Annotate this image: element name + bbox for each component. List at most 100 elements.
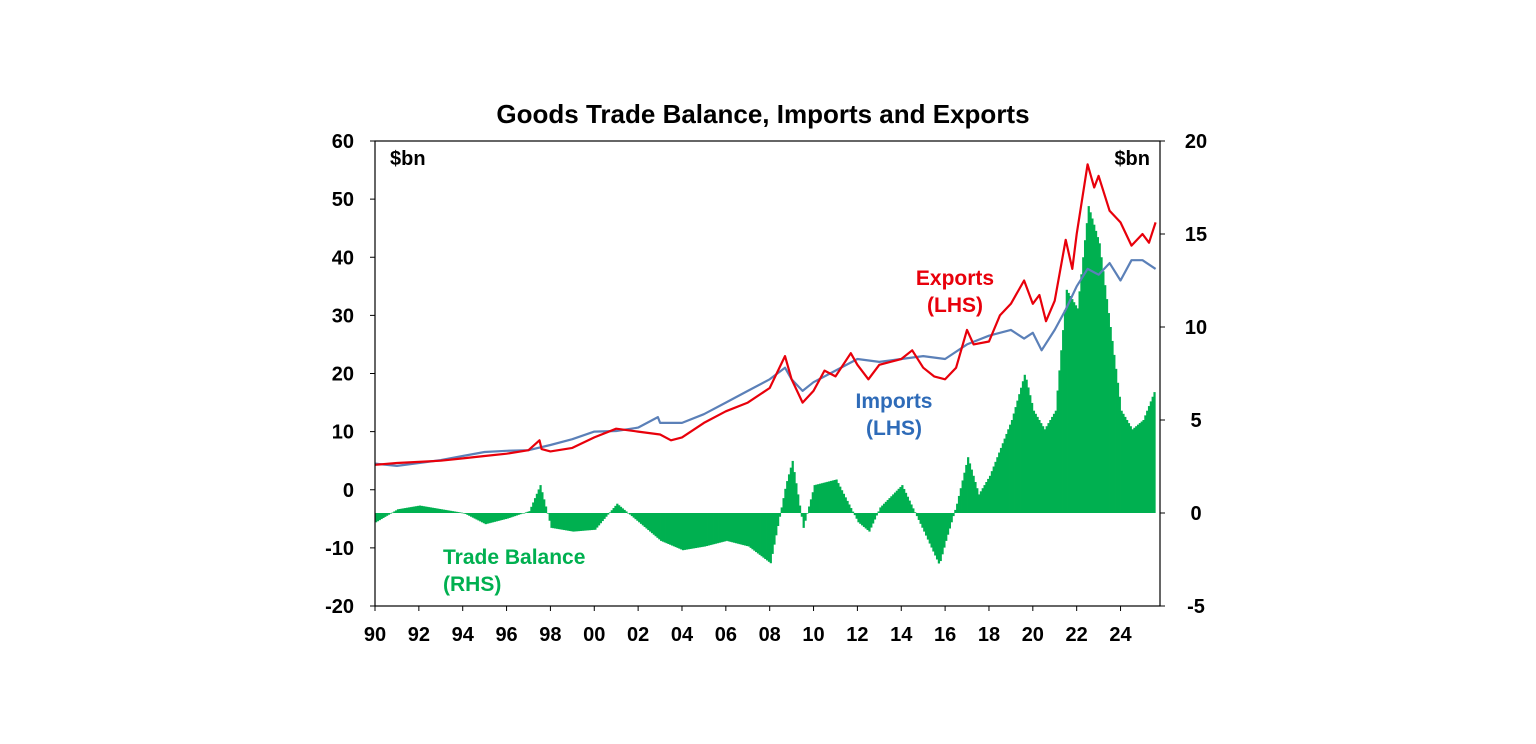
balance-bar xyxy=(623,509,626,513)
balance-bar xyxy=(789,467,793,513)
balance-bar xyxy=(736,513,740,544)
balance-bar xyxy=(601,513,604,522)
balance-bar xyxy=(530,506,533,513)
balance-bar xyxy=(663,513,666,543)
balance-bar xyxy=(1058,370,1061,513)
balance-bar xyxy=(819,483,822,513)
balance-bar xyxy=(747,513,750,547)
x-tick-label: 08 xyxy=(759,624,781,646)
balance-bar xyxy=(636,513,639,521)
balance-bar xyxy=(864,513,867,529)
balance-bar xyxy=(705,513,708,547)
balance-bar xyxy=(833,479,836,513)
balance-bar xyxy=(1076,308,1079,513)
balance-bar xyxy=(378,513,381,521)
balance-bar xyxy=(1051,416,1054,513)
balance-bar xyxy=(928,513,931,544)
balance-bar xyxy=(638,513,641,523)
balance-bar xyxy=(829,480,833,513)
balance-bar xyxy=(877,511,880,513)
balance-bar xyxy=(954,509,957,513)
balance-bar xyxy=(603,513,606,519)
balance-bar xyxy=(777,513,780,527)
balance-bar xyxy=(941,513,944,555)
balance-bar xyxy=(817,484,820,513)
balance-bar xyxy=(654,513,657,537)
balance-bar xyxy=(683,513,687,550)
balance-bar xyxy=(669,513,672,545)
balance-bar xyxy=(671,513,674,546)
balance-bar xyxy=(786,481,789,513)
balance-bar xyxy=(652,513,655,535)
balance-bar xyxy=(1005,433,1008,513)
balance-bar xyxy=(853,513,856,516)
balance-bar xyxy=(477,513,480,521)
balance-bar xyxy=(464,513,467,514)
balance-bar xyxy=(446,510,449,513)
balance-bar xyxy=(417,505,420,513)
balance-bar xyxy=(904,492,908,513)
balance-bar xyxy=(577,513,581,532)
balance-bar xyxy=(1087,206,1090,513)
x-tick-label: 12 xyxy=(846,624,868,646)
balance-bar xyxy=(1149,401,1152,513)
balance-bar xyxy=(943,513,946,548)
balance-bar xyxy=(945,513,948,541)
balance-bar xyxy=(1065,289,1068,513)
balance-bar xyxy=(491,513,495,523)
left-tick-label: 10 xyxy=(332,422,354,444)
balance-bar xyxy=(908,500,911,513)
balance-bar xyxy=(1062,330,1065,513)
balance-bar xyxy=(639,513,643,524)
balance-bar xyxy=(850,508,853,513)
balance-bar xyxy=(680,513,683,550)
balance-bar xyxy=(1094,230,1098,513)
series-lines xyxy=(374,163,1157,467)
balance-bar xyxy=(988,475,992,513)
balance-bar xyxy=(376,513,380,522)
balance-label: Trade Balance xyxy=(443,546,585,569)
balance-bar xyxy=(872,513,875,524)
balance-bar xyxy=(619,506,623,513)
x-tick-label: 16 xyxy=(934,624,956,646)
balance-bar xyxy=(561,513,564,530)
balance-bar xyxy=(972,475,975,513)
balance-bar xyxy=(674,513,677,548)
balance-bar xyxy=(714,513,718,544)
right-tick-label: 20 xyxy=(1185,131,1207,153)
balance-bar xyxy=(576,513,579,532)
balance-bar xyxy=(888,498,891,513)
balance-bar xyxy=(758,513,761,555)
balance-bar xyxy=(935,513,939,560)
balance-bar xyxy=(886,499,889,513)
balance-bar xyxy=(919,513,922,524)
balance-bar xyxy=(643,513,646,527)
balance-bar xyxy=(539,485,542,513)
balance-bar xyxy=(1047,423,1050,513)
trade-balance-bars xyxy=(375,206,1156,564)
balance-bar xyxy=(890,496,893,513)
balance-bar xyxy=(990,471,994,513)
balance-bar xyxy=(994,461,997,513)
balance-bar xyxy=(1018,394,1021,513)
balance-bar xyxy=(1020,387,1023,513)
balance-bar xyxy=(806,513,809,514)
balance-bar xyxy=(1043,429,1047,513)
balance-bar xyxy=(406,507,409,513)
balance-bar xyxy=(846,500,849,513)
balance-bar xyxy=(422,506,425,513)
balance-bar xyxy=(612,508,615,513)
balance-bar xyxy=(875,513,878,516)
balance-bar xyxy=(950,513,953,523)
balance-bar xyxy=(1142,420,1145,513)
x-tick-label: 96 xyxy=(495,624,517,646)
balance-bar xyxy=(844,497,847,513)
balance-bar xyxy=(976,488,979,513)
balance-bar xyxy=(431,507,434,513)
balance-bar xyxy=(1120,410,1123,513)
balance-bar xyxy=(585,513,588,531)
x-tick-label: 18 xyxy=(978,624,1000,646)
balance-bar xyxy=(1027,387,1030,513)
balance-bar xyxy=(912,508,915,513)
